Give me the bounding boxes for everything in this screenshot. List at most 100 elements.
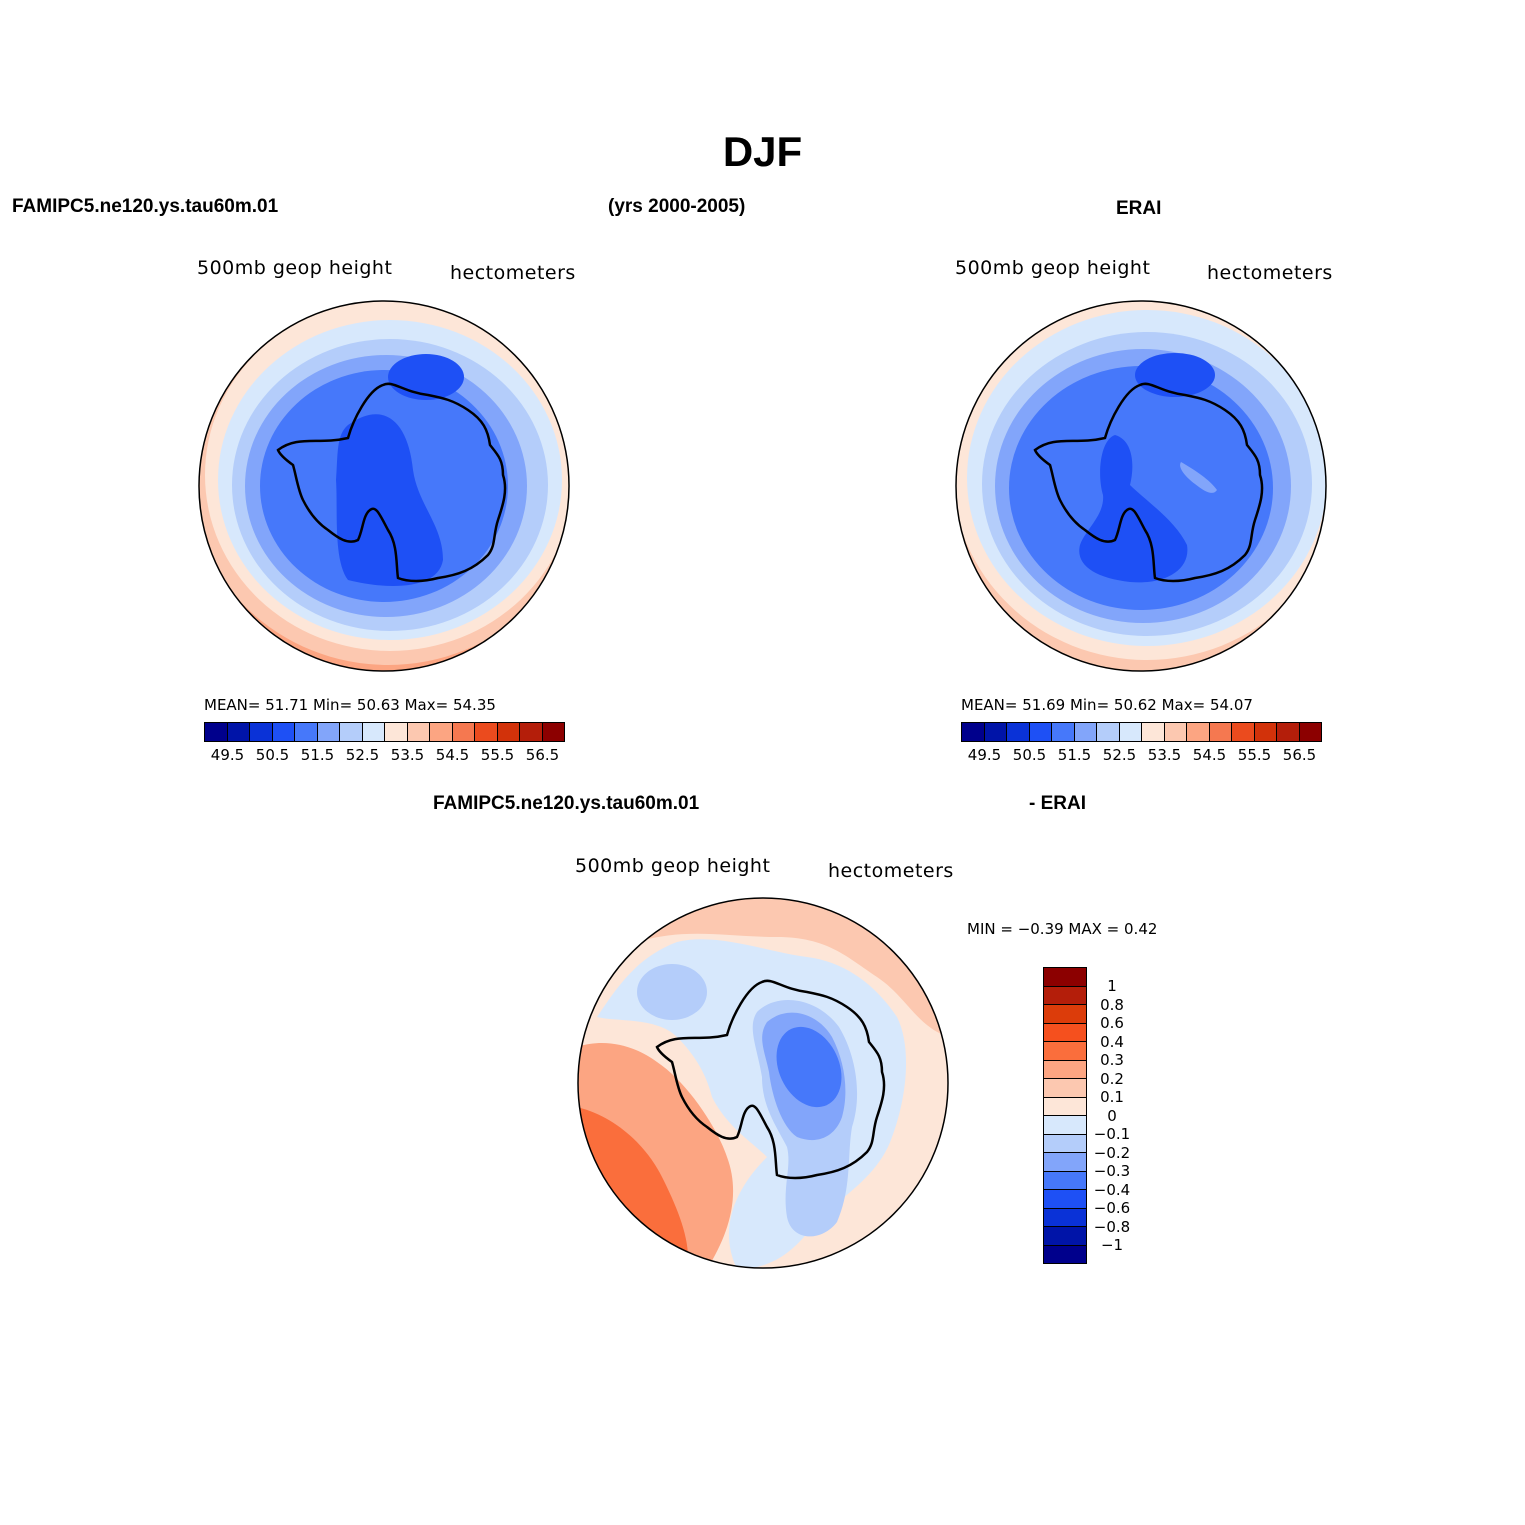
left-contour-fill: [336, 414, 443, 586]
right-variable-label: 500mb geop height: [955, 257, 1151, 279]
colorbar-swatch: [1299, 723, 1321, 741]
colorbar-swatch: [1097, 723, 1120, 741]
colorbar-swatch: [1232, 723, 1255, 741]
colorbar-swatch: [1052, 723, 1075, 741]
colorbar-swatch: [295, 723, 318, 741]
right-colorbar-labels: 49.5 50.5 51.5 52.5 53.5 54.5 55.5 56.5: [962, 746, 1322, 764]
colorbar-swatch: [1044, 1060, 1086, 1079]
left-units-label: hectometers: [450, 262, 576, 284]
colorbar-swatch: [250, 723, 273, 741]
colorbar-swatch: [1142, 723, 1165, 741]
antarctica-coastline: [655, 979, 886, 1180]
colorbar-swatch: [430, 723, 453, 741]
colorbar-swatch: [962, 723, 985, 741]
colorbar-swatch: [385, 723, 408, 741]
colorbar-tick-label: 1: [1107, 977, 1117, 995]
right-contour-fill: [1009, 366, 1273, 610]
colorbar-swatch: [475, 723, 498, 741]
colorbar-swatch: [1044, 1023, 1086, 1042]
right-map-border: [955, 300, 1327, 672]
colorbar-tick-label: 0.6: [1100, 1014, 1124, 1032]
diff-contour-fill: [637, 964, 707, 1020]
colorbar-swatch: [542, 723, 564, 741]
colorbar-tick-label: 52.5: [345, 746, 380, 764]
colorbar-swatch: [227, 723, 250, 741]
colorbar-swatch: [407, 723, 430, 741]
colorbar-tick-label: −0.3: [1093, 1162, 1131, 1180]
colorbar-swatch: [1187, 723, 1210, 741]
colorbar-swatch: [317, 723, 340, 741]
colorbar-tick-label: −0.6: [1093, 1199, 1131, 1217]
colorbar-swatch: [984, 723, 1007, 741]
colorbar-tick-label: 0.2: [1100, 1069, 1124, 1088]
colorbar-swatch: [340, 723, 363, 741]
colorbar-swatch: [1044, 968, 1086, 987]
colorbar-swatch: [1044, 1227, 1086, 1246]
colorbar-tick-label: 0: [1107, 1106, 1117, 1125]
colorbar-tick-label: −0.1: [1093, 1125, 1131, 1143]
diff-contour-fill: [578, 898, 948, 1037]
right-polar-map: [955, 300, 1327, 672]
diff-colorbar: [1043, 967, 1087, 1264]
colorbar-tick-label: 49.5: [210, 746, 245, 764]
figure-title: DJF: [722, 128, 803, 175]
antarctica-coastline: [1033, 382, 1264, 583]
antarctica-coastline: [276, 382, 507, 583]
years-label: (yrs 2000-2005): [608, 196, 746, 217]
colorbar-swatch: [452, 723, 475, 741]
colorbar-tick-label: 54.5: [435, 746, 470, 764]
diff-units-label: hectometers: [828, 860, 954, 882]
left-colorbar-labels: 49.5 50.5 51.5 52.5 53.5 54.5 55.5 56.5: [205, 746, 565, 764]
left-polar-map: [198, 300, 570, 672]
colorbar-swatch: [1164, 723, 1187, 741]
colorbar-swatch: [1044, 1208, 1086, 1227]
colorbar-swatch: [1209, 723, 1232, 741]
obs-label: ERAI: [1116, 198, 1162, 219]
colorbar-tick-label: 56.5: [1282, 746, 1317, 764]
colorbar-tick-label: 53.5: [1147, 746, 1182, 764]
colorbar-swatch: [1029, 723, 1052, 741]
colorbar-swatch: [1044, 1190, 1086, 1209]
right-colorbar: [961, 722, 1322, 742]
colorbar-swatch: [362, 723, 385, 741]
colorbar-swatch: [497, 723, 520, 741]
colorbar-tick-label: 50.5: [1012, 746, 1047, 764]
colorbar-tick-label: 0.1: [1100, 1088, 1124, 1106]
colorbar-swatch: [272, 723, 295, 741]
colorbar-swatch: [1277, 723, 1300, 741]
colorbar-tick-label: −0.4: [1093, 1180, 1131, 1199]
colorbar-swatch: [1044, 1042, 1086, 1061]
colorbar-tick-label: −0.2: [1093, 1143, 1131, 1162]
colorbar-swatch: [1044, 1171, 1086, 1190]
colorbar-tick-label: 56.5: [525, 746, 560, 764]
colorbar-swatch: [1044, 1079, 1086, 1098]
right-units-label: hectometers: [1207, 262, 1333, 284]
colorbar-tick-label: 55.5: [1237, 746, 1272, 764]
colorbar-tick-label: 50.5: [255, 746, 290, 764]
colorbar-swatch: [1044, 1116, 1086, 1135]
left-colorbar: [204, 722, 565, 742]
colorbar-swatch: [1044, 1005, 1086, 1024]
colorbar-swatch: [1044, 1245, 1086, 1263]
left-stats: MEAN= 51.71 Min= 50.63 Max= 54.35: [204, 696, 496, 714]
diff-title-obs: - ERAI: [1029, 793, 1086, 814]
colorbar-tick-label: 51.5: [300, 746, 335, 764]
colorbar-tick-label: 0.3: [1100, 1051, 1124, 1069]
colorbar-swatch: [1007, 723, 1030, 741]
left-variable-label: 500mb geop height: [197, 257, 393, 279]
colorbar-tick-label: 55.5: [480, 746, 515, 764]
colorbar-tick-label: 53.5: [390, 746, 425, 764]
colorbar-tick-label: 0.8: [1100, 995, 1124, 1014]
right-contour-fill: [1135, 353, 1215, 397]
colorbar-tick-label: 54.5: [1192, 746, 1227, 764]
colorbar-swatch: [1044, 986, 1086, 1005]
colorbar-swatch: [1044, 1153, 1086, 1172]
colorbar-swatch: [1044, 1097, 1086, 1116]
colorbar-tick-label: 52.5: [1102, 746, 1137, 764]
right-stats: MEAN= 51.69 Min= 50.62 Max= 54.07: [961, 696, 1253, 714]
left-contour-fill: [388, 354, 464, 400]
right-contour-fill: [1180, 462, 1217, 493]
diff-title-model: FAMIPC5.ne120.ys.tau60m.01: [433, 793, 700, 814]
colorbar-tick-label: −1: [1100, 1236, 1124, 1254]
diff-stats: MIN = −0.39 MAX = 0.42: [967, 920, 1158, 938]
